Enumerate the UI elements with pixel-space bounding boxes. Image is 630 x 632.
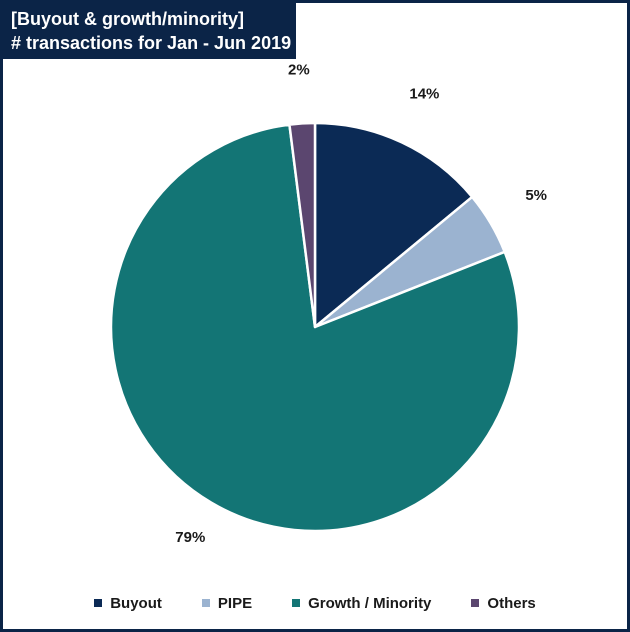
legend-swatch-pipe: [201, 599, 210, 607]
pie-slice-buyout: [313, 121, 474, 329]
legend-swatch-others: [471, 599, 480, 607]
legend-label-buyout: Buyout: [110, 594, 162, 612]
data-label-growth-minority: 79%: [175, 529, 205, 546]
legend: Buyout PIPE Growth / Minority Others: [0, 592, 630, 614]
title-box: [Buyout & growth/minority] # transaction…: [3, 3, 296, 59]
pie-slice-others: [288, 121, 317, 329]
legend-label-growth-minority: Growth / Minority: [308, 594, 432, 612]
legend-swatch-growth-minority: [292, 599, 301, 607]
legend-label-others: Others: [487, 594, 536, 612]
legend-item-buyout: Buyout: [94, 595, 162, 612]
chart-title-line-2: # transactions for Jan - Jun 2019: [11, 33, 292, 53]
legend-label-pipe: PIPE: [217, 594, 253, 612]
data-label-pipe: 5%: [525, 187, 547, 204]
legend-item-others: Others: [471, 594, 536, 612]
legend-item-growth-minority: Growth / Minority: [292, 595, 431, 612]
data-label-others: 2%: [288, 61, 310, 78]
legend-item-pipe: PIPE: [201, 594, 253, 612]
data-label-buyout: 14%: [409, 85, 439, 102]
legend-swatch-buyout: [94, 599, 103, 607]
chart-title-line-1: [Buyout & growth/minority]: [11, 9, 244, 29]
